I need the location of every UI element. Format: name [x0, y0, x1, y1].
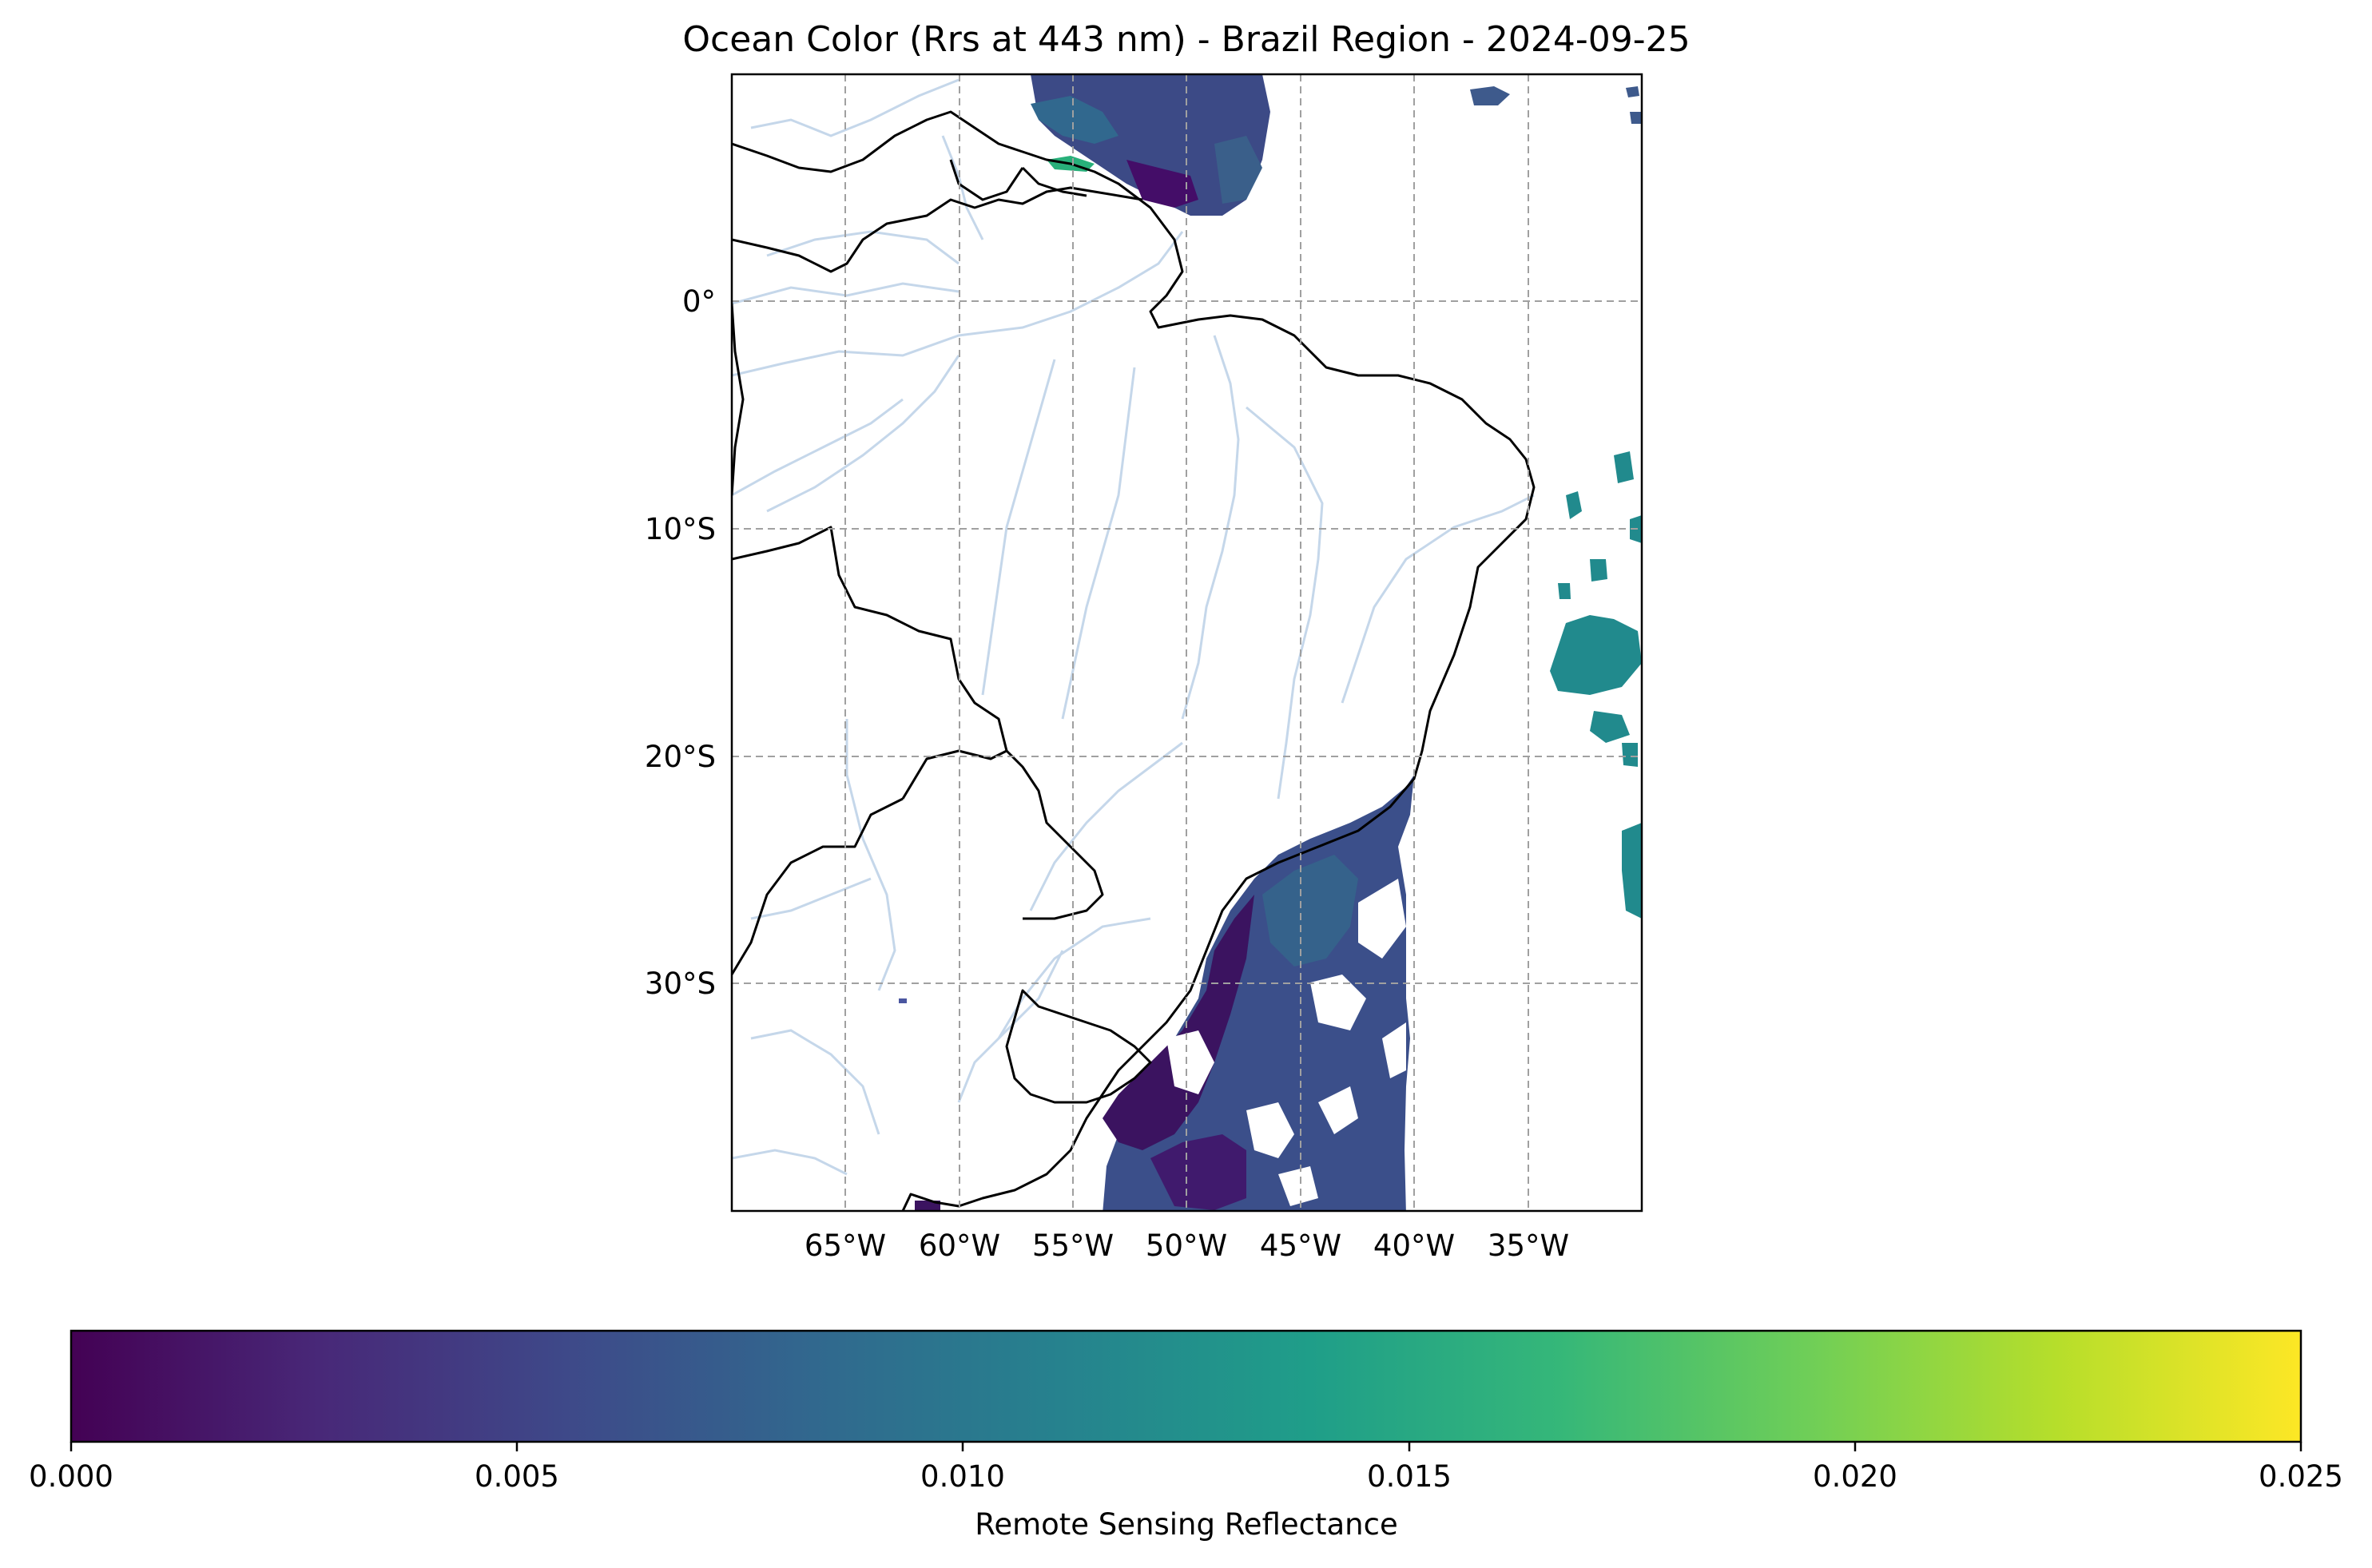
- colorbar-tick-label-5: 0.025: [2259, 1459, 2343, 1494]
- river-guianas: [941, 135, 984, 240]
- reflectance-data-layer: [899, 74, 1642, 1211]
- border-paraguay: [1005, 749, 1104, 920]
- river-uruguay: [997, 917, 1151, 1039]
- lon-label-40w: 40°W: [1373, 1229, 1455, 1263]
- reflectance-patch-offshore-northeast: [1550, 451, 1642, 919]
- lon-label-65w: 65°W: [805, 1229, 886, 1263]
- lon-label-50w: 50°W: [1146, 1229, 1227, 1263]
- map-axes: 0° 10°S 20°S 30°S 65°W 60°W 55°W 50°W 45…: [645, 73, 1643, 1263]
- reflectance-patch-mid-shelf: [1262, 855, 1358, 967]
- longitude-labels: 65°W 60°W 55°W 50°W 45°W 40°W 35°W: [805, 1229, 1569, 1263]
- river-tocantins: [1181, 335, 1240, 720]
- river-madeira: [766, 355, 960, 513]
- river-salado: [750, 1029, 880, 1135]
- river-parana: [1029, 741, 1183, 911]
- map-frame: [730, 73, 1643, 1213]
- lat-label-0: 0°: [682, 284, 716, 319]
- river-solimoes-north: [732, 282, 960, 305]
- border-uruguay: [1005, 989, 1152, 1104]
- river-purus: [732, 398, 904, 497]
- reflectance-patch-south-purple: [1150, 1134, 1246, 1210]
- river-araguaia: [1246, 406, 1324, 800]
- border-argentina: [732, 797, 904, 975]
- border-bolivia: [732, 526, 1008, 752]
- river-colorado: [732, 1149, 848, 1176]
- cloud-gaps: [1166, 879, 1406, 1206]
- colorbar-tick-label-3: 0.015: [1367, 1459, 1452, 1494]
- colorbar-tick-label-2: 0.010: [920, 1459, 1005, 1494]
- colorbar-ticks: [70, 1442, 2302, 1451]
- lon-label-60w: 60°W: [919, 1229, 1000, 1263]
- colorbar-tick-label-4: 0.020: [1813, 1459, 1897, 1494]
- lon-label-35w: 35°W: [1488, 1229, 1569, 1263]
- river-amazon: [732, 231, 1184, 377]
- lat-label-30s: 30°S: [645, 967, 716, 1001]
- reflectance-patch-south-tip: [915, 1201, 940, 1211]
- river-tapajos: [981, 359, 1056, 696]
- river-rio-negro: [766, 230, 960, 265]
- colorbar-gradient: [70, 1329, 2302, 1443]
- border-guianas-1: [949, 159, 1024, 201]
- colorbar-tick-label-1: 0.005: [475, 1459, 559, 1494]
- lat-label-10s: 10°S: [645, 512, 716, 546]
- reflectance-patch-equatorial-north: [1470, 86, 1642, 124]
- colorbar-label: Remote Sensing Reflectance: [975, 1507, 1397, 1542]
- lon-label-45w: 45°W: [1260, 1229, 1341, 1263]
- rivers-layer: [732, 78, 1535, 1176]
- colorbar: 0.000 0.005 0.010 0.015 0.020 0.025 Remo…: [29, 1329, 2343, 1542]
- reflectance-patch-inland-lake: [899, 998, 907, 1003]
- border-guianas-2: [1021, 166, 1087, 197]
- river-paraguay: [845, 719, 896, 991]
- river-orinoco: [750, 78, 960, 137]
- border-brazil-west: [732, 186, 1143, 273]
- gridlines: [732, 74, 1642, 1211]
- river-pilcomayo: [750, 877, 872, 920]
- colorbar-tick-labels: 0.000 0.005 0.010 0.015 0.020 0.025: [29, 1459, 2343, 1494]
- coastline-south-america: [732, 110, 1536, 1211]
- colorbar-tick-label-0: 0.000: [29, 1459, 113, 1494]
- lat-label-20s: 20°S: [645, 740, 716, 774]
- river-sao-francisco: [1341, 494, 1535, 704]
- figure-title: Ocean Color (Rrs at 443 nm) - Brazil Reg…: [682, 19, 1690, 60]
- latitude-labels: 0° 10°S 20°S 30°S: [645, 284, 716, 1001]
- reflectance-patch-coastal-dark: [1103, 895, 1254, 1150]
- border-peru: [732, 303, 745, 496]
- lon-label-55w: 55°W: [1032, 1229, 1114, 1263]
- river-xingu: [1061, 367, 1136, 720]
